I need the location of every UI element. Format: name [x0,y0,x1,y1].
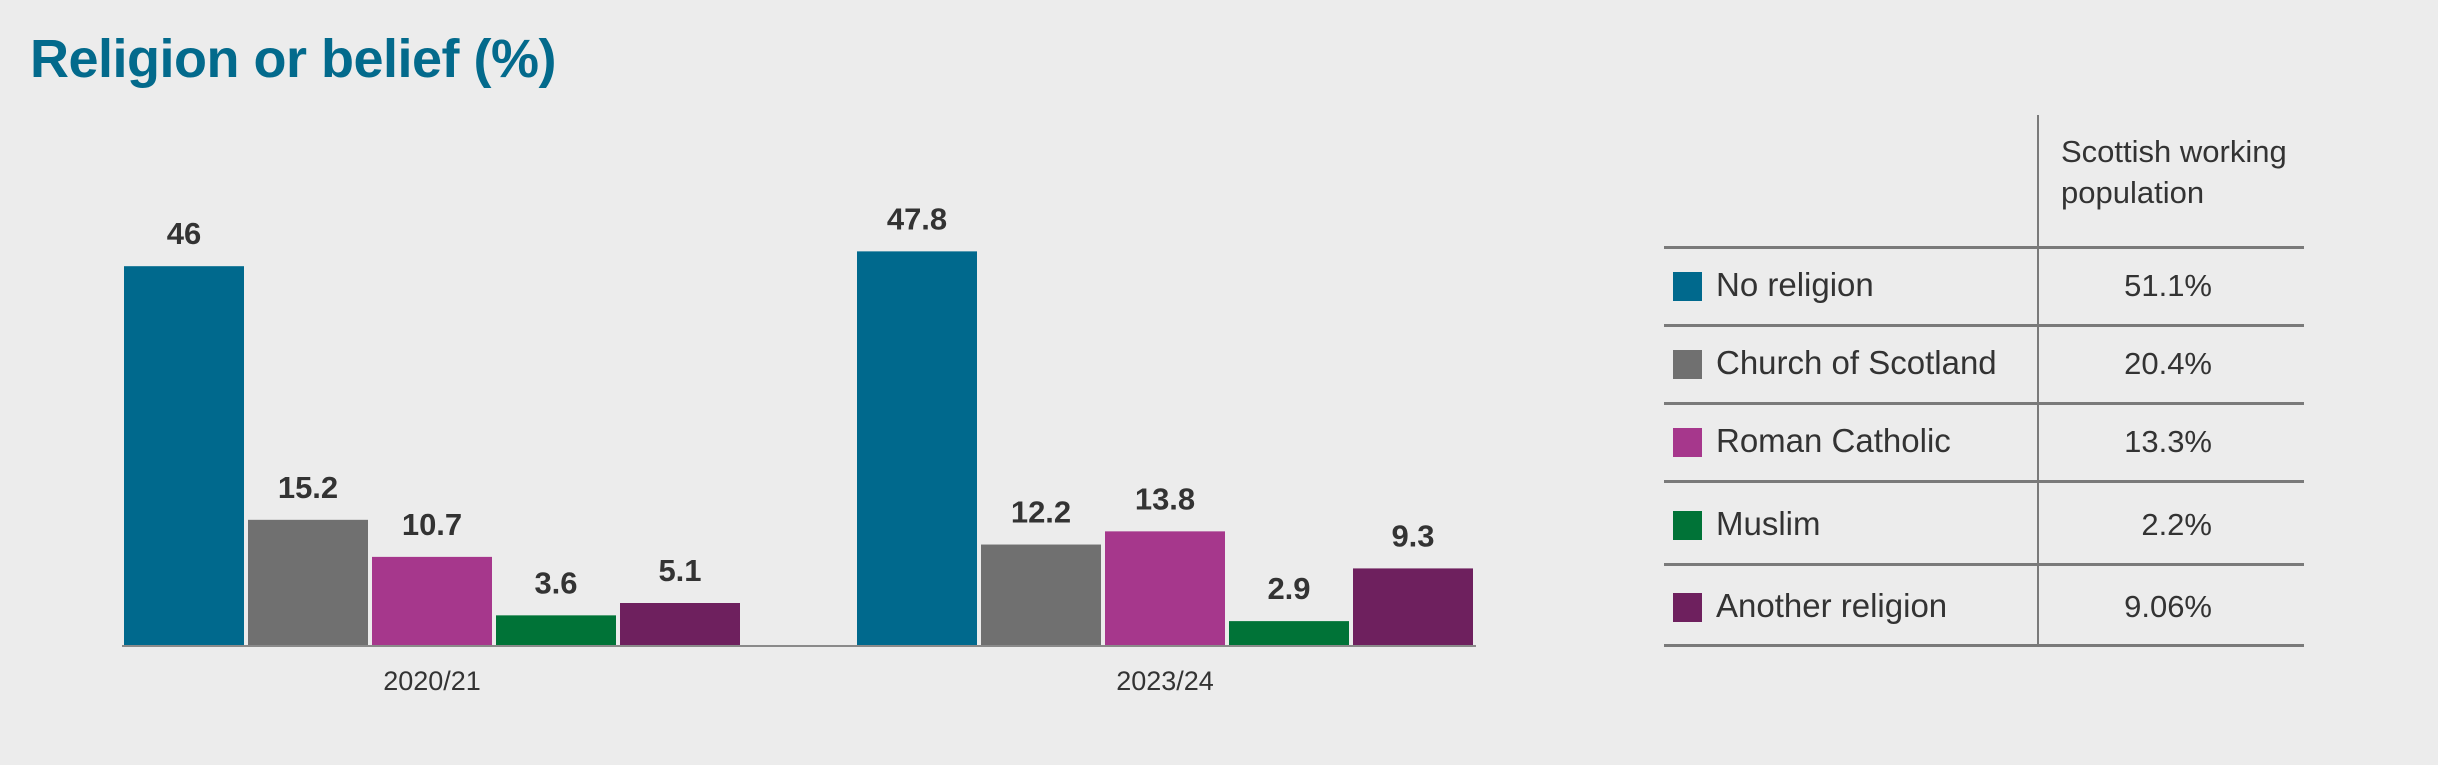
value-label-roman-catholic-2020-21: 10.7 [402,507,462,542]
legend-swatch [1673,350,1702,379]
legend-value: 9.06% [2124,589,2212,624]
legend-value: 51.1% [2124,268,2212,303]
column-header-scottish-working-population: Scottish working population [2061,134,2287,210]
category-label-2020-21: 2020/21 [383,666,481,696]
bar-another-religion-2023-24 [1353,568,1473,645]
legend-swatch [1673,593,1702,622]
table-rule [1664,563,2304,566]
value-label-roman-catholic-2023-24: 13.8 [1135,481,1195,516]
bar-no-religion-2023-24 [857,251,977,645]
legend-swatch [1673,428,1702,457]
value-labels-group: 46 15.2 10.7 3.6 5.1 47.8 12.2 13.8 2.9 9.3 [167,201,1435,606]
legend-table: Scottish working population No religion … [1664,115,2304,647]
bar-church-of-scotland-2023-24 [981,544,1101,645]
bars-group [124,251,1473,645]
legend-swatch [1673,511,1702,540]
table-rule [1664,644,2304,647]
legend-label: Church of Scotland [1716,344,1997,381]
category-label-2023-24: 2023/24 [1116,666,1214,696]
value-label-another-religion-2020-21: 5.1 [658,553,701,588]
bar-chart: 46 15.2 10.7 3.6 5.1 47.8 12.2 13.8 2.9 9.3 2020/… [122,201,1476,696]
table-rule [1664,324,2304,327]
legend-value: 20.4% [2124,346,2212,381]
column-divider [2037,115,2039,647]
value-label-another-religion-2023-24: 9.3 [1391,518,1434,553]
bar-another-religion-2020-21 [620,603,740,645]
value-label-no-religion-2020-21: 46 [167,216,201,251]
table-rule [1664,480,2304,483]
value-label-muslim-2020-21: 3.6 [534,565,577,600]
bar-muslim-2023-24 [1229,621,1349,645]
value-label-church-of-scotland-2023-24: 12.2 [1011,495,1071,530]
value-label-no-religion-2023-24: 47.8 [887,201,947,236]
value-label-muslim-2023-24: 2.9 [1267,571,1310,606]
bar-roman-catholic-2020-21 [372,556,492,645]
table-rule [1664,246,2304,249]
bar-no-religion-2020-21 [124,266,244,645]
legend-label: No religion [1716,266,1874,303]
legend-label: Another religion [1716,587,1948,624]
value-label-church-of-scotland-2020-21: 15.2 [278,470,338,505]
legend-value: 13.3% [2124,424,2212,459]
legend-label: Roman Catholic [1716,422,1951,459]
table-rule [1664,402,2304,405]
legend-label: Muslim [1716,505,1821,542]
category-labels-group: 2020/21 2023/24 [383,666,1214,696]
bar-church-of-scotland-2020-21 [248,519,368,645]
bar-roman-catholic-2023-24 [1105,531,1225,645]
chart-title: Religion or belief (%) [30,29,557,89]
bar-muslim-2020-21 [496,615,616,645]
legend-value: 2.2% [2141,507,2212,542]
legend-swatch [1673,272,1702,301]
